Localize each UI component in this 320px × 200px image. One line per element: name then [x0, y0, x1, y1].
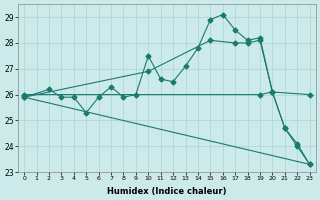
X-axis label: Humidex (Indice chaleur): Humidex (Indice chaleur): [107, 187, 227, 196]
